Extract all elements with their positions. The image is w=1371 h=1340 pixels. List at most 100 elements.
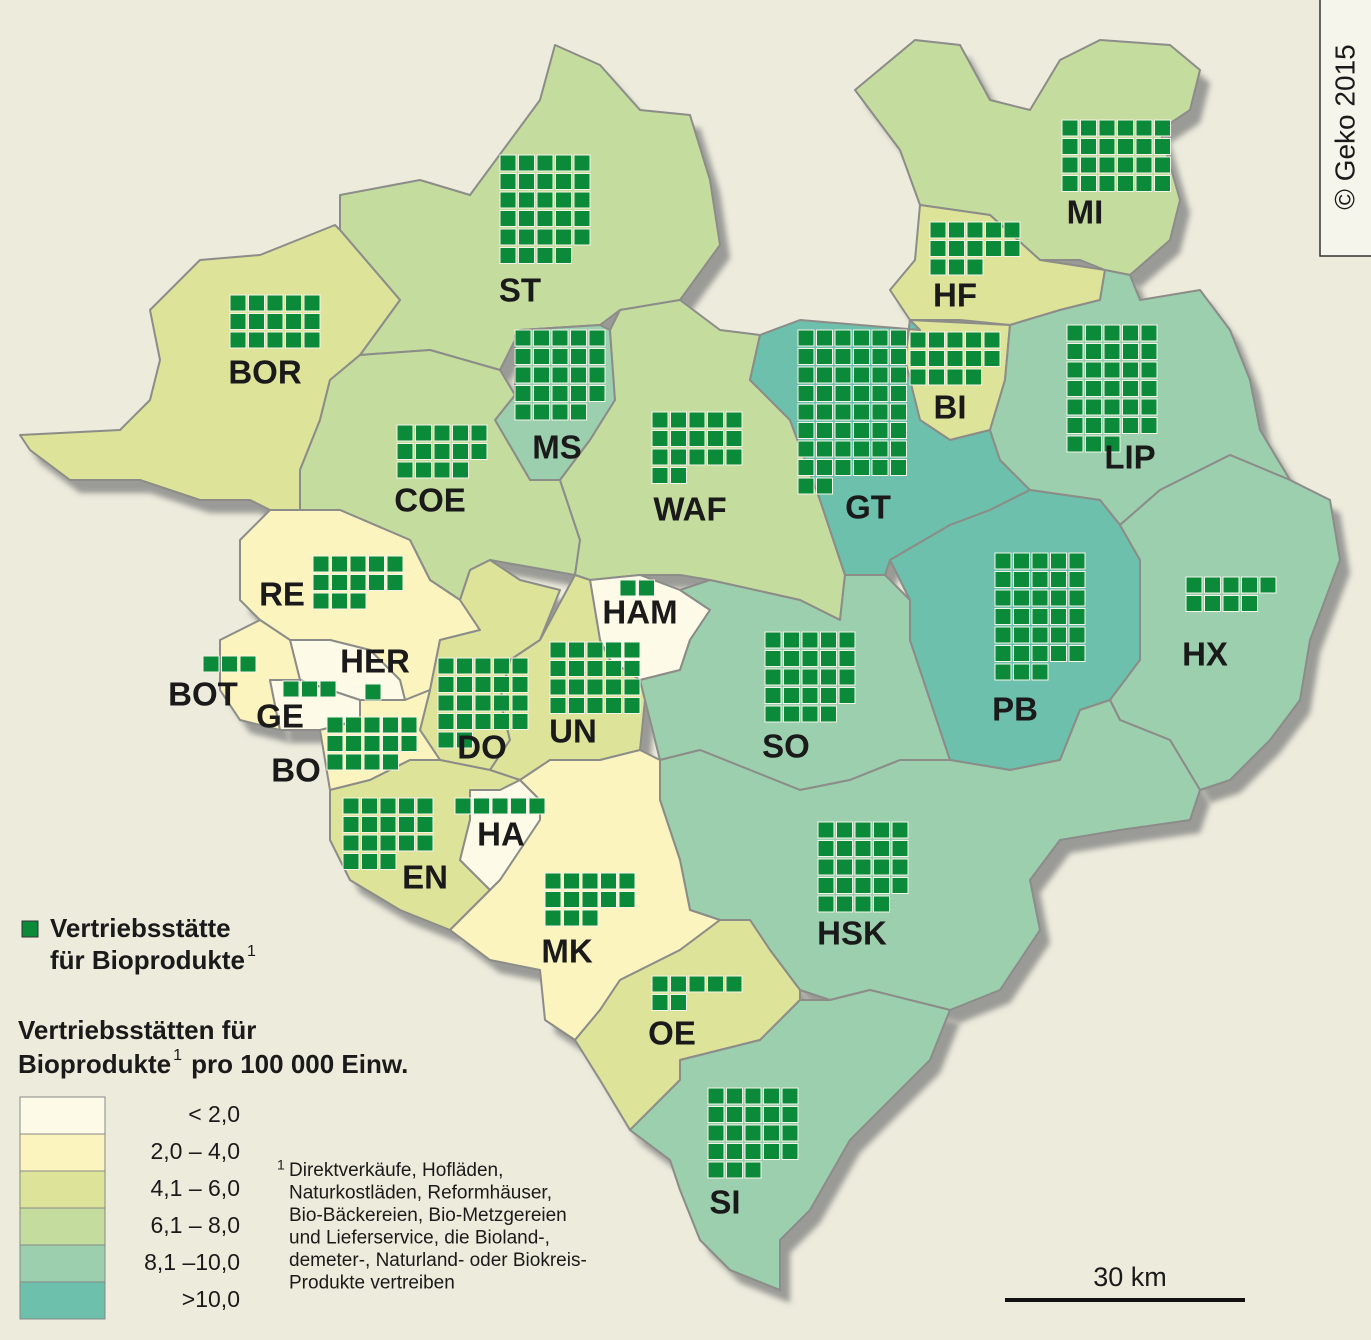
outlet-square (707, 975, 724, 993)
outlet-square (1103, 380, 1121, 397)
outlet-square (361, 853, 378, 870)
footnote-line: Bio-Bäckereien, Bio-Metzgereien (289, 1205, 567, 1226)
outlet-square (985, 221, 1002, 239)
outlet-square (1098, 138, 1116, 155)
district-label: HX (1182, 636, 1228, 673)
outlet-square (312, 555, 330, 573)
outlet-square (1080, 156, 1097, 174)
outlet-square (533, 329, 550, 347)
outlet-square (871, 348, 889, 365)
outlet-square (379, 834, 397, 852)
outlet-square (518, 173, 535, 190)
outlet-square (853, 329, 870, 347)
outlet-square (928, 368, 945, 386)
legend-class-swatch (19, 1207, 106, 1246)
outlet-square (1068, 589, 1086, 607)
outlet-square (781, 1124, 799, 1142)
outlet-square (1013, 589, 1030, 607)
outlet-square (229, 331, 247, 349)
outlet-square (331, 574, 348, 591)
outlet-square (744, 1124, 762, 1142)
outlet-square (836, 840, 853, 857)
outlet-square (871, 403, 889, 421)
outlet-square (797, 329, 815, 347)
outlet-square (873, 858, 890, 876)
outlet-square (871, 385, 889, 402)
outlet-square (605, 678, 622, 696)
outlet-square (499, 228, 517, 246)
outlet-square (797, 403, 815, 421)
footnote-line: Naturkostläden, Reformhäuser, (289, 1183, 552, 1204)
outlet-square (688, 448, 706, 466)
outlet-square (890, 348, 907, 365)
outlet-square (783, 705, 800, 723)
legend-title: Vertriebsstätten für (18, 1015, 256, 1045)
outlet-square (563, 891, 580, 908)
outlet-square (568, 697, 585, 714)
outlet-square (797, 348, 815, 365)
outlet-square (474, 657, 492, 675)
outlet-square (891, 877, 909, 894)
outlet-square (437, 657, 455, 675)
district-label: HA (477, 816, 525, 853)
outlet-square (651, 994, 669, 1011)
outlet-square (514, 385, 532, 402)
district-label: WAF (653, 491, 726, 528)
outlet-square (670, 430, 687, 447)
district-label: SO (762, 728, 810, 765)
outlet-square (239, 655, 257, 673)
outlet-square (415, 461, 432, 479)
outlet-square (1154, 156, 1171, 174)
outlet-square (983, 331, 1001, 349)
outlet-square (966, 240, 984, 257)
legend-class-label: 6,1 – 8,0 (150, 1212, 240, 1238)
outlet-square (361, 816, 378, 833)
outlet-square (1154, 119, 1171, 137)
legend-class-swatch (19, 1170, 106, 1209)
outlet-square (368, 555, 385, 573)
outlet-square (820, 668, 837, 686)
district-label: BO (271, 752, 321, 789)
legend-symbol-label: Vertriebsstätte (50, 913, 231, 943)
outlet-square (331, 592, 348, 610)
outlet-square (994, 571, 1012, 588)
outlet-square (1050, 645, 1067, 662)
outlet-square (202, 655, 220, 673)
district-label: HSK (817, 915, 887, 952)
outlet-square (368, 574, 385, 591)
outlet-square (452, 461, 469, 479)
outlet-square (623, 641, 641, 659)
outlet-square (1140, 343, 1158, 360)
outlet-square (853, 348, 870, 365)
outlet-square (511, 657, 529, 675)
outlet-square (816, 459, 833, 476)
outlet-square (1068, 608, 1086, 625)
outlet-square (838, 668, 856, 686)
outlet-square (1066, 343, 1084, 360)
outlet-square (801, 631, 819, 649)
outlet-square (398, 834, 415, 852)
outlet-square (437, 694, 455, 712)
outlet-square (783, 668, 800, 686)
outlet-square (518, 228, 535, 246)
outlet-square (415, 443, 432, 460)
outlet-square (493, 694, 510, 712)
outlet-square (1122, 398, 1139, 416)
outlet-square (1061, 156, 1079, 174)
outlet-square (248, 294, 265, 312)
outlet-square (493, 657, 510, 675)
outlet-square (382, 716, 399, 734)
outlet-square (549, 660, 567, 677)
outlet-square (707, 1143, 725, 1160)
outlet-square (744, 1161, 762, 1179)
outlet-square (797, 477, 815, 495)
outlet-square (573, 228, 591, 246)
outlet-square (890, 440, 907, 458)
outlet-square (871, 459, 889, 476)
outlet-square (726, 1106, 743, 1123)
district-label: BI (934, 389, 967, 426)
outlet-square (817, 895, 835, 913)
outlet-square (744, 1106, 762, 1123)
outlet-square (1140, 361, 1158, 379)
outlet-square (511, 713, 529, 730)
